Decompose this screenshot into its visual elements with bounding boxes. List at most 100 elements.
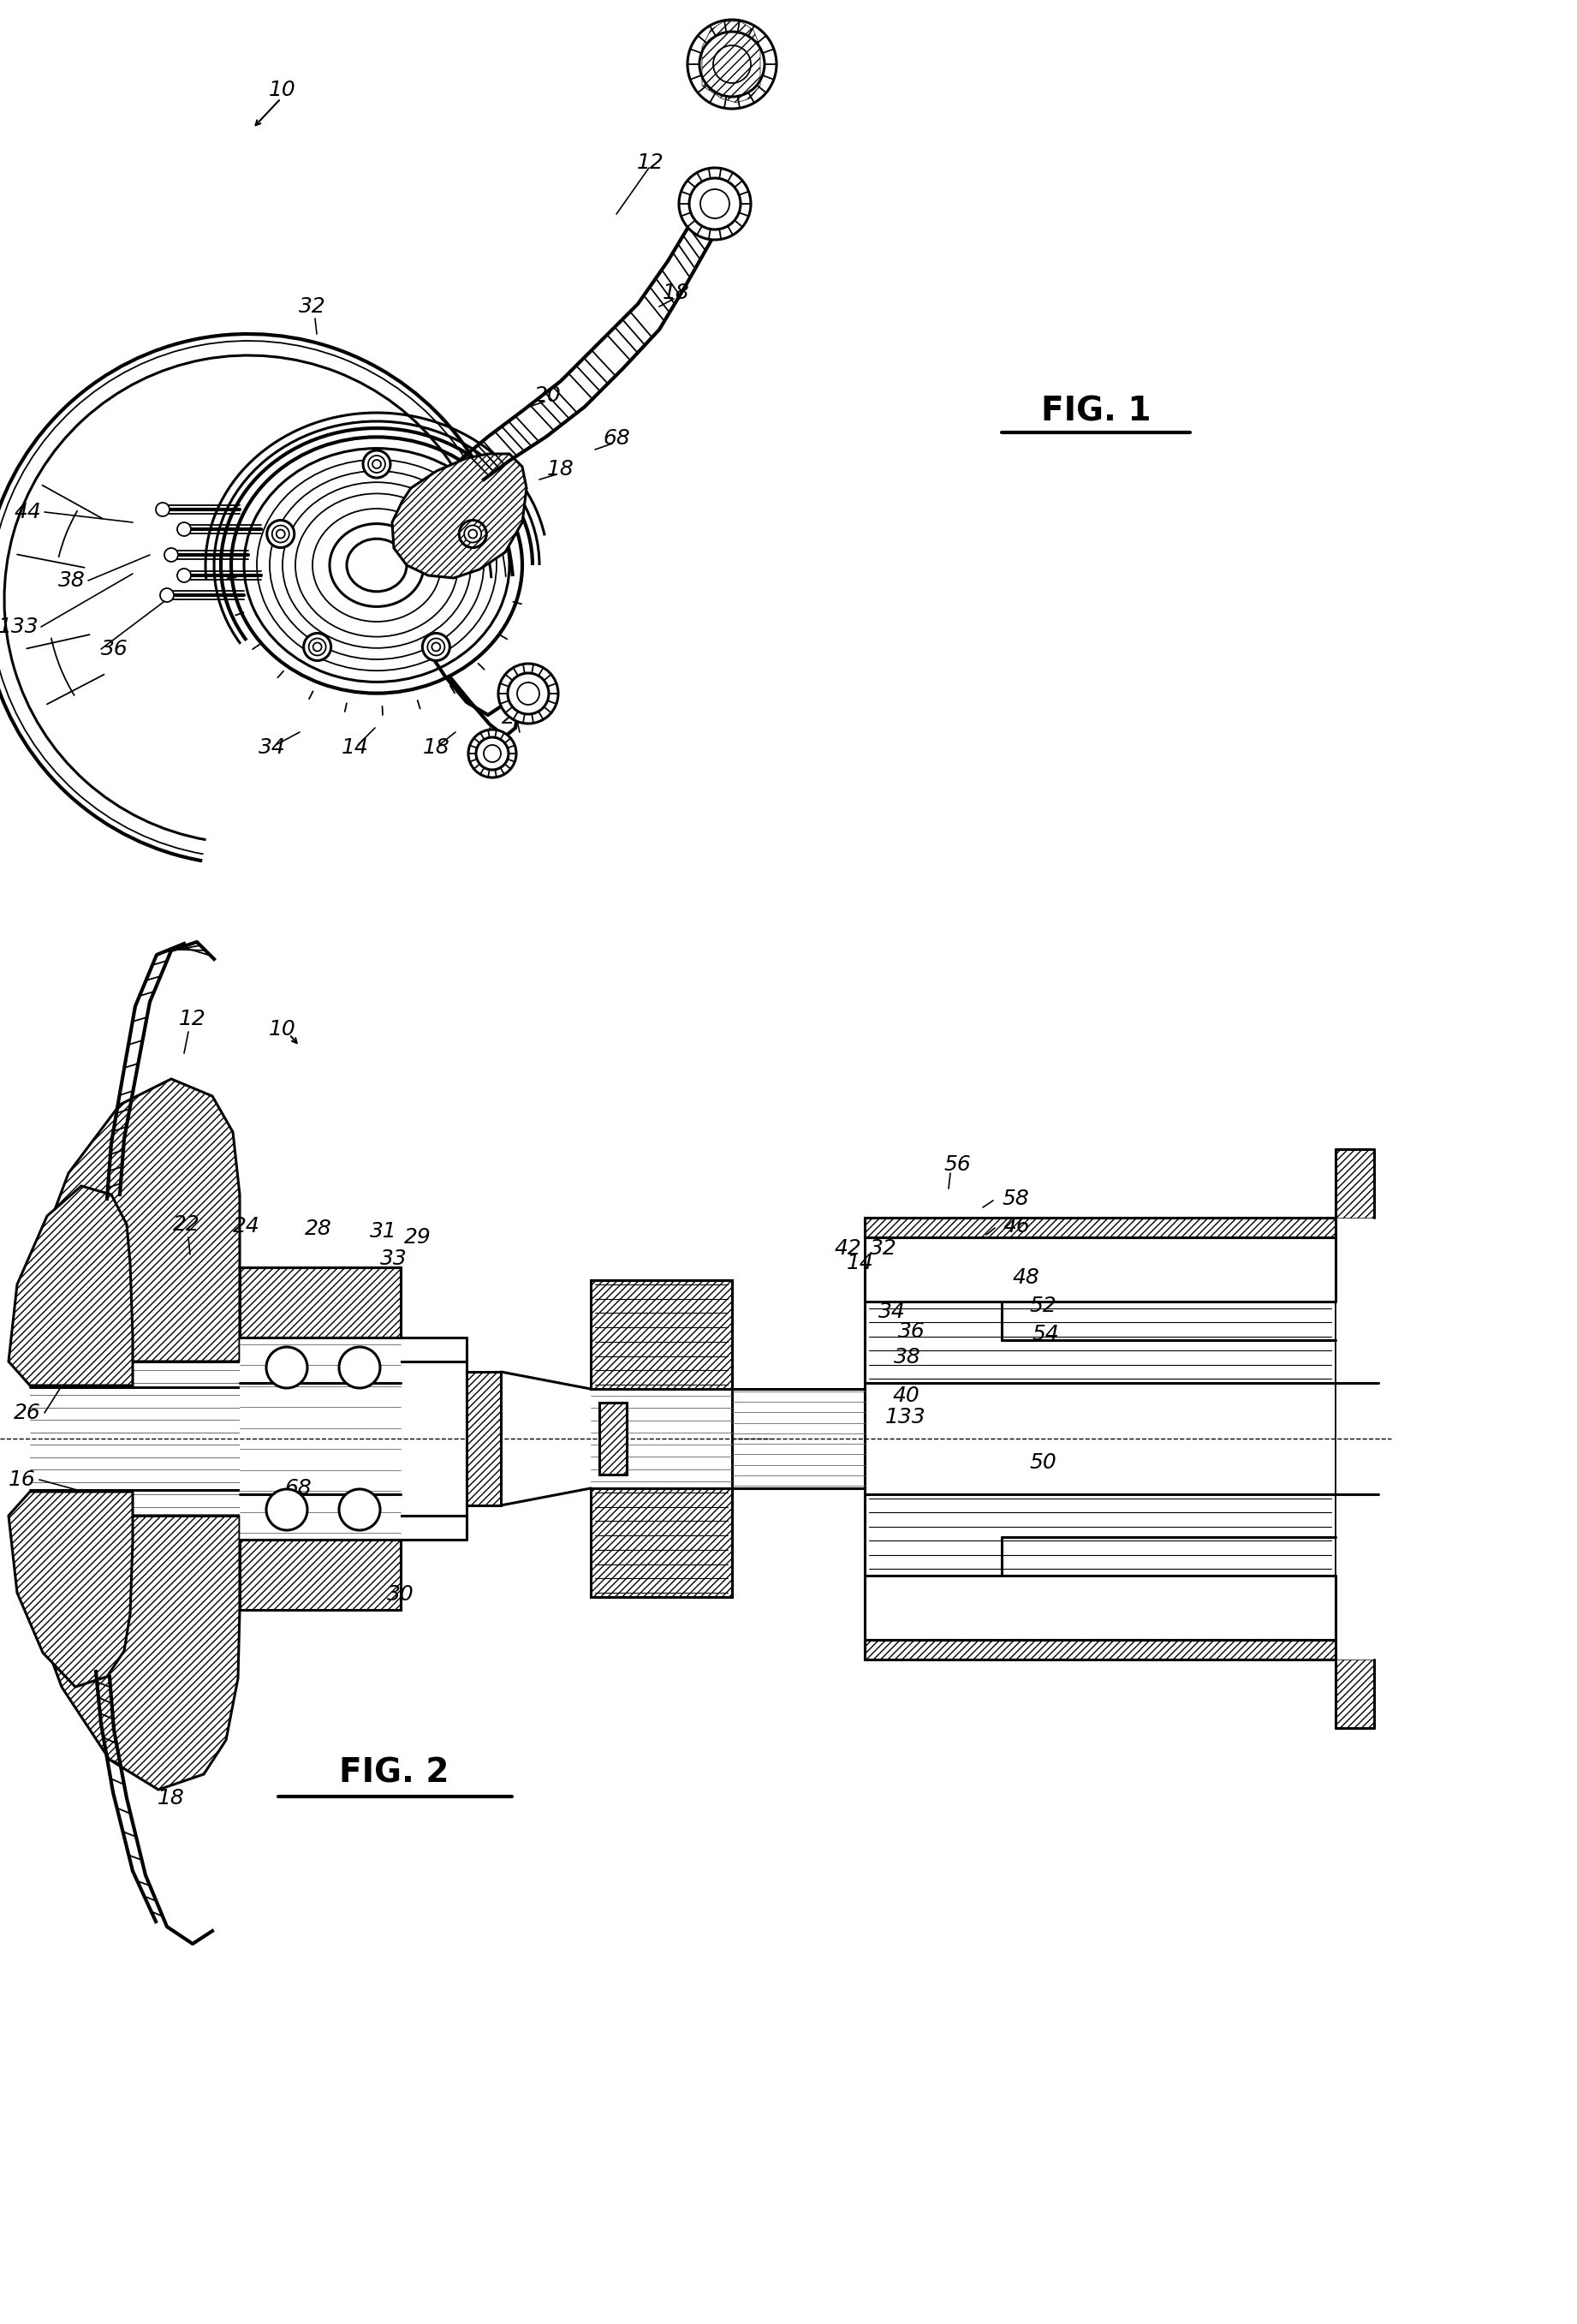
Circle shape [459,521,486,548]
Bar [1336,1148,1374,1218]
Bar [591,1281,732,1390]
Circle shape [498,665,558,723]
Circle shape [304,632,331,660]
Bar [240,1267,401,1339]
Circle shape [468,530,478,539]
Circle shape [432,644,440,651]
Text: 14: 14 [847,1253,874,1274]
Text: 68: 68 [602,428,629,449]
Polygon shape [8,1185,132,1385]
Bar [864,1641,1336,1659]
Bar [240,1538,401,1611]
Text: 24: 24 [233,1215,260,1236]
Text: 36: 36 [101,639,128,660]
Text: 18: 18 [547,458,574,479]
Circle shape [372,460,382,469]
Text: 50: 50 [1030,1452,1057,1473]
Circle shape [689,179,741,230]
Text: 32: 32 [300,295,326,316]
Circle shape [339,1490,380,1529]
Bar [591,1281,732,1390]
Text: FIG. 1: FIG. 1 [1041,395,1151,428]
Circle shape [367,456,385,472]
Text: 46: 46 [1003,1215,1031,1236]
Circle shape [700,188,730,218]
Text: 20: 20 [732,42,759,63]
Text: 14: 14 [342,737,369,758]
Text: 34: 34 [878,1301,905,1322]
Text: 20: 20 [470,741,497,762]
Text: 33: 33 [380,1248,407,1269]
Polygon shape [30,1078,240,1362]
Circle shape [267,1348,308,1387]
Bar [467,1371,501,1506]
Text: 48: 48 [1012,1267,1039,1287]
Circle shape [476,737,508,769]
Text: 20: 20 [722,181,751,202]
Text: 58: 58 [1001,1188,1028,1208]
Text: 68: 68 [284,1478,312,1499]
Text: 56: 56 [943,1155,971,1176]
Text: 38: 38 [894,1348,921,1367]
Circle shape [713,46,751,84]
Bar [864,1641,1336,1659]
Circle shape [680,167,751,239]
Bar [591,1487,732,1597]
Text: 12: 12 [637,153,664,172]
Circle shape [276,530,285,539]
Polygon shape [8,1492,132,1687]
Text: 42: 42 [834,1239,861,1260]
Text: 52: 52 [1030,1294,1057,1315]
Text: 18: 18 [158,1787,185,1808]
Circle shape [161,588,173,602]
Text: 133: 133 [885,1406,926,1427]
Text: 18: 18 [662,284,691,302]
Text: 30: 30 [386,1585,415,1604]
Text: 133: 133 [0,616,38,637]
Circle shape [177,569,191,583]
Circle shape [156,502,169,516]
Text: 38: 38 [58,569,85,590]
Text: 34: 34 [259,737,285,758]
Text: FIG. 2: FIG. 2 [339,1757,449,1789]
Bar [591,1487,732,1597]
Circle shape [273,525,289,541]
Polygon shape [702,21,760,102]
Text: 40: 40 [893,1385,919,1406]
Text: 10: 10 [270,1018,296,1039]
Circle shape [339,1348,380,1387]
Circle shape [517,683,539,704]
Circle shape [427,639,445,655]
Circle shape [464,525,481,541]
Bar [240,1267,401,1339]
Bar [240,1538,401,1611]
Circle shape [700,33,765,98]
Circle shape [164,548,178,562]
Circle shape [314,644,322,651]
Bar [599,1404,626,1473]
Text: 32: 32 [871,1239,897,1260]
Text: 36: 36 [899,1322,926,1341]
Bar [467,1371,501,1506]
Text: 28: 28 [304,1218,333,1239]
Text: 26: 26 [14,1404,41,1422]
Circle shape [177,523,191,537]
Circle shape [468,730,516,779]
Circle shape [363,451,391,479]
Polygon shape [30,1515,240,1789]
Bar [599,1404,626,1473]
Text: 16: 16 [9,1469,36,1490]
Text: 22: 22 [173,1213,200,1234]
Text: 29: 29 [404,1227,432,1248]
Text: 12: 12 [180,1009,207,1030]
Text: 31: 31 [371,1220,397,1241]
Circle shape [508,674,549,713]
Text: 18: 18 [423,737,449,758]
Circle shape [267,521,295,548]
Circle shape [423,632,449,660]
Circle shape [688,19,776,109]
Text: 20: 20 [535,386,561,407]
Bar [864,1218,1336,1236]
Circle shape [267,1490,308,1529]
Text: 44: 44 [14,502,41,523]
